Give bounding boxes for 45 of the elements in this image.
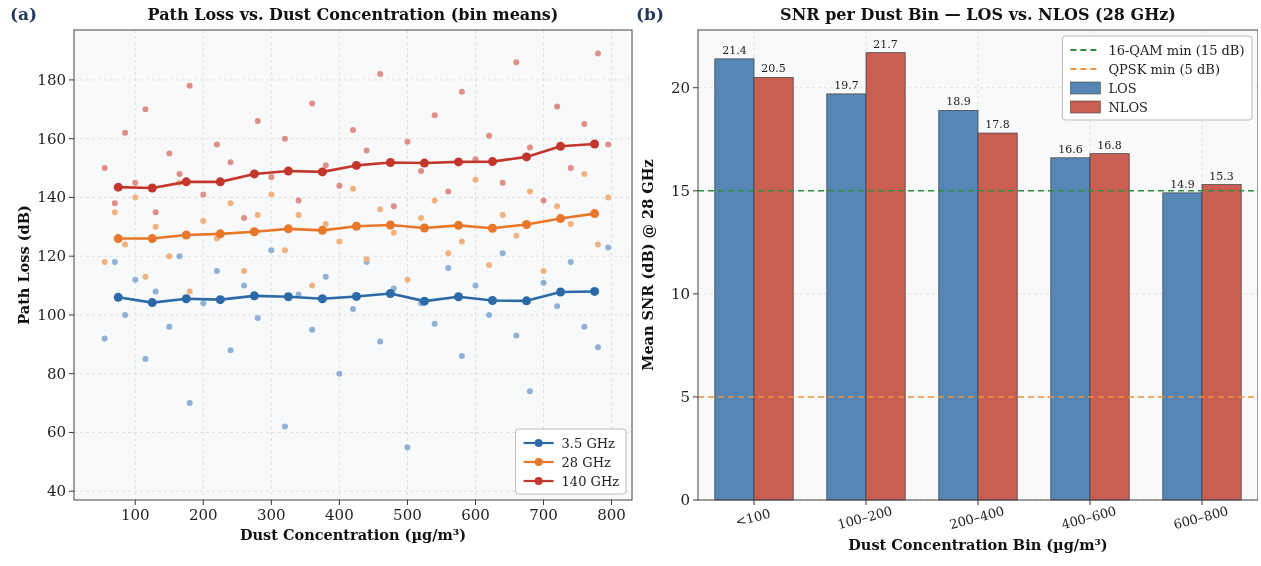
x-tick-label: 700 xyxy=(529,506,558,524)
y-tick-label: 60 xyxy=(46,423,66,442)
x-axis-title: Dust Concentration Bin (µg/m³) xyxy=(848,536,1108,553)
y-tick-label: 180 xyxy=(37,70,66,89)
data-label: 18.9 xyxy=(946,95,971,109)
y-tick-label: 160 xyxy=(37,129,66,148)
data-label: 21.7 xyxy=(873,37,898,51)
y-tick-label: 20 xyxy=(670,78,690,97)
y-tick-label: 40 xyxy=(46,482,66,501)
data-label: 21.4 xyxy=(722,43,747,57)
y-axis-title: Path Loss (dB) xyxy=(15,205,32,325)
y-tick-label: 140 xyxy=(37,188,66,207)
chart-title: SNR per Dust Bin — LOS vs. NLOS (28 GHz) xyxy=(780,5,1176,24)
x-tick-label: 200 xyxy=(188,506,218,524)
x-tick-label: 300 xyxy=(257,506,286,524)
y-tick-label: 10 xyxy=(670,284,690,303)
data-label: 19.7 xyxy=(834,78,859,92)
y-tick-label: 15 xyxy=(670,181,690,200)
x-tick-label: 600 xyxy=(461,506,490,524)
legend-label: 3.5 GHz xyxy=(561,435,616,451)
data-label: 14.9 xyxy=(1170,177,1195,191)
x-tick-label: 100 xyxy=(120,506,150,524)
y-axis-title: Mean SNR (dB) @ 28 GHz xyxy=(639,159,656,371)
data-label: 17.8 xyxy=(985,118,1010,132)
x-axis-title: Dust Concentration (µg/m³) xyxy=(239,526,467,543)
y-tick-label: 5 xyxy=(680,387,690,406)
y-tick-label: 120 xyxy=(37,247,66,266)
y-tick-label: 0 xyxy=(680,491,690,509)
legend-label: 140 GHz xyxy=(561,473,620,489)
y-tick-label: 100 xyxy=(37,305,66,324)
chart-title: Path Loss vs. Dust Concentration (bin means) xyxy=(147,5,559,24)
legend-label: 16-QAM min (15 dB) xyxy=(1108,42,1245,58)
legend-label: LOS xyxy=(1108,80,1137,96)
x-tick-label: <100 xyxy=(733,505,773,530)
x-tick-label: 400 xyxy=(325,506,354,524)
data-label: 16.6 xyxy=(1058,142,1083,156)
y-tick-label: 80 xyxy=(46,364,66,383)
data-label: 20.5 xyxy=(761,62,786,76)
x-tick-label: 800 xyxy=(597,506,626,524)
data-label: 16.8 xyxy=(1097,138,1122,152)
x-tick-label: 500 xyxy=(393,506,422,524)
legend-label: 28 GHz xyxy=(561,454,611,470)
legend-label: QPSK min (5 dB) xyxy=(1108,61,1220,77)
legend-label: NLOS xyxy=(1108,99,1148,115)
data-label: 15.3 xyxy=(1209,169,1234,183)
